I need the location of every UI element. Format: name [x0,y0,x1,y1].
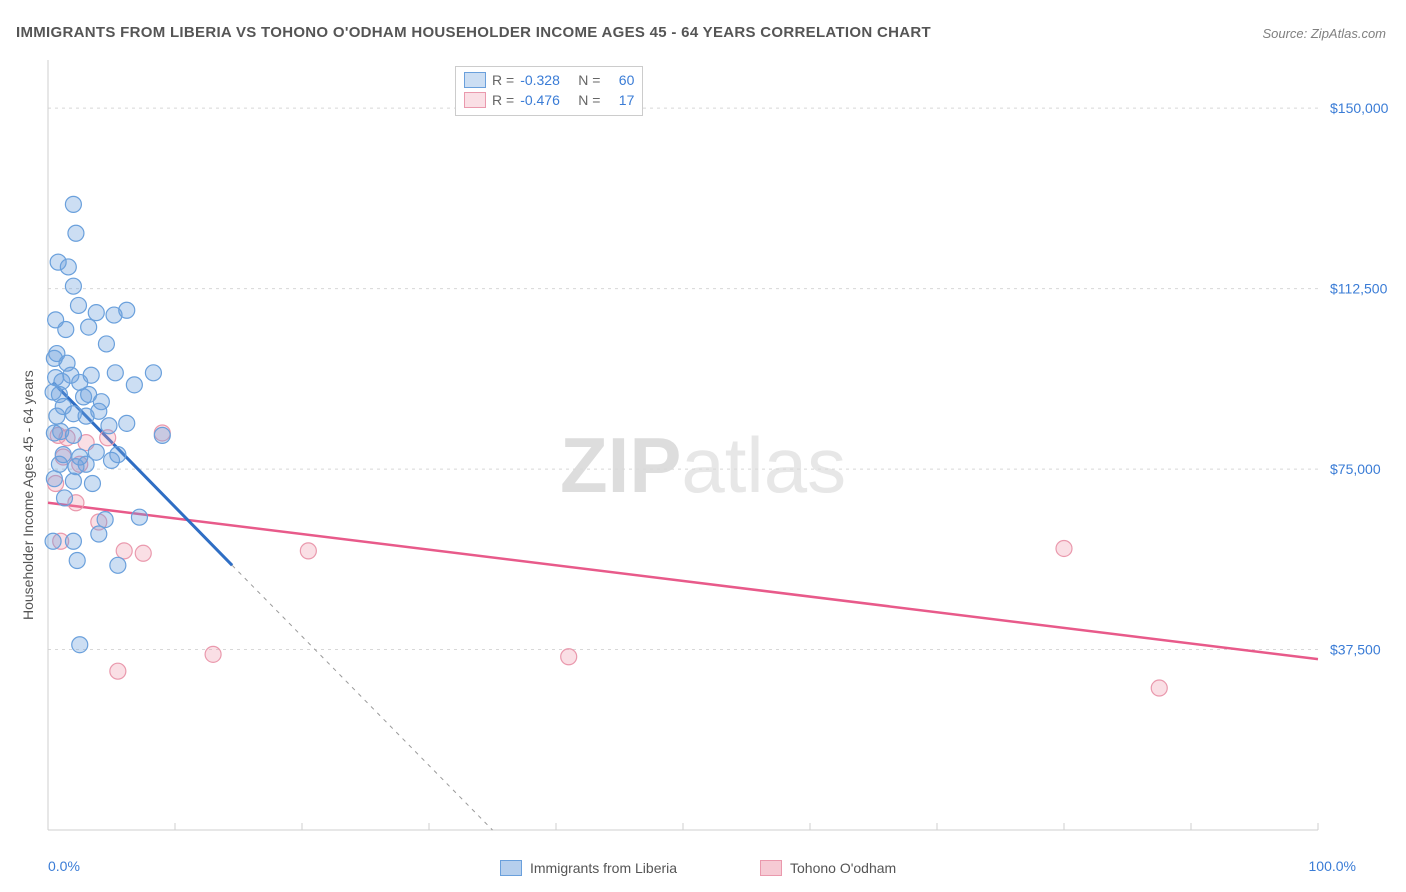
n-value-blue: 60 [606,70,634,90]
legend-row-blue: R = -0.328 N = 60 [464,70,634,90]
n-value-pink: 17 [606,90,634,110]
series-name-blue: Immigrants from Liberia [530,860,677,876]
r-value-blue: -0.328 [520,70,572,90]
legend-row-pink: R = -0.476 N = 17 [464,90,634,110]
x-max-label: 100.0% [1309,858,1356,874]
n-label: N = [578,90,600,110]
r-label: R = [492,90,514,110]
series-name-pink: Tohono O'odham [790,860,896,876]
n-label: N = [578,70,600,90]
swatch-pink [464,92,486,108]
series-legend-pink: Tohono O'odham [760,860,896,876]
svg-text:$75,000: $75,000 [1330,461,1381,477]
r-value-pink: -0.476 [520,90,572,110]
svg-text:$112,500: $112,500 [1330,281,1388,297]
series-legend-blue: Immigrants from Liberia [500,860,677,876]
swatch-pink [760,860,782,876]
correlation-legend: R = -0.328 N = 60 R = -0.476 N = 17 [455,66,643,116]
svg-text:$37,500: $37,500 [1330,642,1381,658]
r-label: R = [492,70,514,90]
scatter-plot: $37,500 $75,000 $112,500 $150,000 [0,0,1406,892]
x-min-label: 0.0% [48,858,80,874]
swatch-blue [464,72,486,88]
svg-text:$150,000: $150,000 [1330,100,1389,116]
swatch-blue [500,860,522,876]
